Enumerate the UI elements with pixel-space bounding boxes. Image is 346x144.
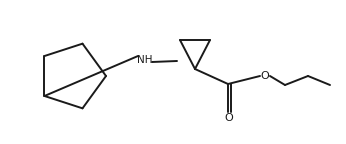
Text: O: O (261, 71, 270, 81)
Text: O: O (225, 113, 233, 123)
Text: NH: NH (137, 55, 153, 65)
